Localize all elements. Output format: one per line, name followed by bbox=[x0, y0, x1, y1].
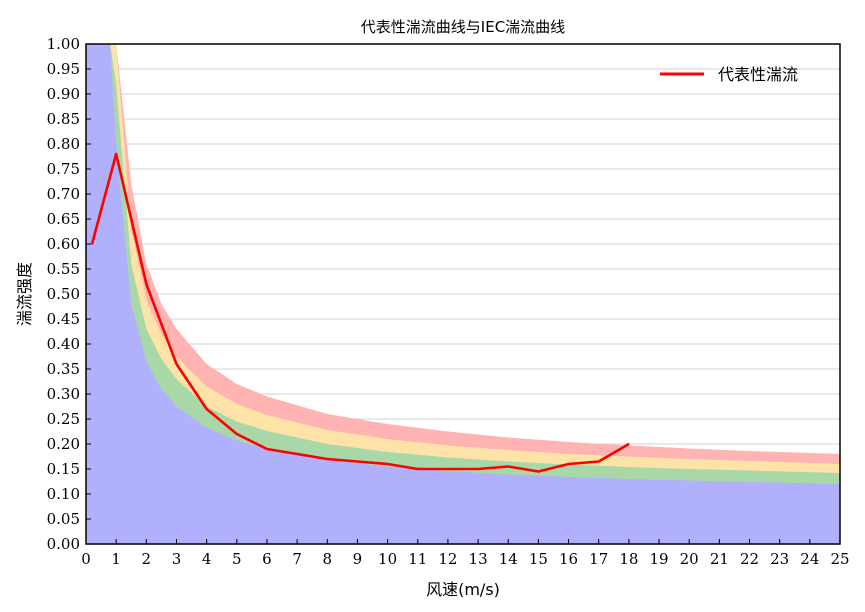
x-tick-label: 22 bbox=[740, 550, 759, 568]
y-tick-label: 0.95 bbox=[47, 60, 80, 78]
series-point bbox=[326, 458, 329, 460]
x-axis: 0 1 2 3 4 5 6 7 8 9 10 11 12 13 14 15 16 17 18 19 20 21 22 23 24… bbox=[81, 539, 850, 568]
y-tick-label: 0.00 bbox=[47, 535, 80, 553]
x-tick-label: 1 bbox=[111, 550, 121, 568]
series-point bbox=[386, 463, 389, 465]
y-tick-label: 0.60 bbox=[47, 235, 80, 253]
series-point bbox=[115, 153, 117, 155]
y-tick-label: 0.15 bbox=[47, 460, 80, 478]
series-point bbox=[537, 470, 540, 473]
series-point bbox=[447, 468, 449, 470]
series-point bbox=[416, 468, 419, 470]
series-point bbox=[356, 460, 359, 463]
x-axis-label: 风速(m/s) bbox=[426, 580, 500, 599]
x-tick-label: 16 bbox=[559, 550, 578, 568]
x-tick-label: 14 bbox=[499, 550, 518, 568]
y-tick-label: 0.10 bbox=[47, 485, 80, 503]
x-tick-label: 6 bbox=[262, 550, 272, 568]
series-point bbox=[145, 283, 148, 285]
x-tick-label: 15 bbox=[529, 550, 548, 568]
y-tick-label: 0.80 bbox=[47, 135, 80, 153]
x-tick-label: 12 bbox=[438, 550, 457, 568]
x-tick-label: 21 bbox=[710, 550, 729, 568]
y-axis: 0.00 0.05 0.10 0.15 0.20 0.25 0.30 0.35 0.40 0.45… bbox=[47, 35, 91, 553]
series-point bbox=[567, 463, 570, 465]
x-tick-label: 13 bbox=[469, 550, 488, 568]
series-point bbox=[296, 453, 298, 455]
x-tick-label: 10 bbox=[378, 550, 397, 568]
x-tick-label: 25 bbox=[830, 550, 849, 568]
y-tick-label: 0.50 bbox=[47, 285, 80, 303]
x-tick-label: 19 bbox=[649, 550, 668, 568]
x-tick-label: 2 bbox=[142, 550, 152, 568]
y-tick-label: 0.70 bbox=[47, 185, 80, 203]
series-point bbox=[91, 243, 93, 245]
chart-title: 代表性湍流曲线与IEC湍流曲线 bbox=[361, 18, 565, 36]
x-tick-label: 0 bbox=[81, 550, 91, 568]
y-tick-label: 0.25 bbox=[47, 410, 80, 428]
x-tick-label: 8 bbox=[323, 550, 333, 568]
x-tick-label: 18 bbox=[619, 550, 638, 568]
band-0 bbox=[101, 44, 840, 544]
x-tick-label: 7 bbox=[292, 550, 302, 568]
series-point bbox=[205, 408, 208, 410]
y-tick-label: 0.05 bbox=[47, 510, 80, 528]
y-tick-label: 0.45 bbox=[47, 310, 80, 328]
x-tick-label: 24 bbox=[800, 550, 819, 568]
x-tick-label: 11 bbox=[408, 550, 427, 568]
x-tick-label: 5 bbox=[232, 550, 242, 568]
series-point bbox=[266, 448, 268, 450]
legend-label: 代表性湍流 bbox=[718, 65, 798, 84]
y-tick-label: 0.35 bbox=[47, 360, 80, 378]
series-layer bbox=[90, 152, 630, 473]
y-tick-label: 0.55 bbox=[47, 260, 80, 278]
series-point bbox=[236, 433, 238, 435]
y-tick-label: 0.75 bbox=[47, 160, 80, 178]
y-axis-label: 湍流强度 bbox=[15, 262, 34, 326]
x-tick-label: 23 bbox=[770, 550, 789, 568]
y-tick-label: 0.30 bbox=[47, 385, 80, 403]
series-point bbox=[597, 460, 600, 463]
series-point bbox=[175, 363, 178, 365]
y-tick-label: 0.65 bbox=[47, 210, 80, 228]
y-tick-label: 0.40 bbox=[47, 335, 80, 353]
band-3 bbox=[101, 44, 840, 544]
y-tick-label: 1.00 bbox=[47, 35, 80, 53]
y-tick-label: 0.20 bbox=[47, 435, 80, 453]
x-tick-label: 9 bbox=[353, 550, 363, 568]
y-tick-label: 0.85 bbox=[47, 110, 80, 128]
legend: 代表性湍流 bbox=[660, 65, 798, 84]
x-tick-label: 20 bbox=[680, 550, 699, 568]
series-point bbox=[477, 468, 479, 470]
x-tick-label: 3 bbox=[172, 550, 182, 568]
x-tick-label: 17 bbox=[589, 550, 608, 568]
series-point bbox=[507, 465, 510, 468]
x-tick-label: 4 bbox=[202, 550, 212, 568]
y-tick-label: 0.90 bbox=[47, 85, 80, 103]
series-point bbox=[628, 443, 630, 445]
